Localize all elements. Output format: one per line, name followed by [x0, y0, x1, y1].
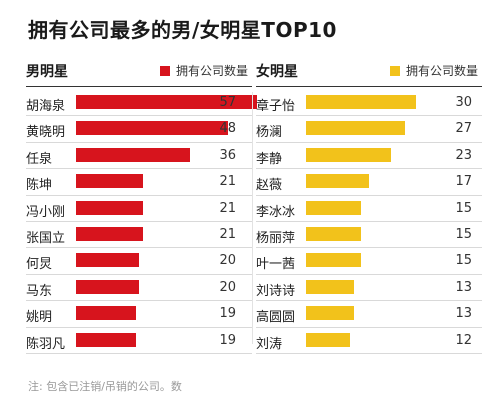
bar-value-label: 13 — [455, 279, 472, 295]
bar — [306, 121, 406, 136]
bar-category-label: 何炅 — [26, 257, 53, 273]
bar-row: 叶一茜 15 — [256, 248, 482, 275]
bar-category-label: 叶一茜 — [256, 257, 296, 273]
bar-row: 陈坤 21 — [26, 169, 252, 196]
bar-value-label: 17 — [455, 174, 472, 190]
bar-category-label: 姚明 — [26, 310, 53, 326]
bar-value-label: 27 — [455, 121, 472, 137]
bar-row: 刘涛 12 — [256, 328, 482, 354]
bar — [76, 226, 143, 241]
male-group-label: 男明星 — [26, 64, 68, 80]
bar-category-label: 杨丽萍 — [256, 230, 296, 246]
bar — [76, 147, 190, 162]
bar-value-label: 57 — [219, 95, 236, 110]
female-legend-label: 拥有公司数量 — [405, 64, 478, 78]
female-legend-swatch — [389, 65, 400, 76]
bar-category-label: 李静 — [256, 151, 283, 167]
female-rows: 章子怡 30 杨澜 27 李静 23 赵薇 17 李冰冰 15 杨丽萍 15 叶一茜 15 刘诗诗 13 高圆圆… — [256, 90, 482, 354]
bar — [306, 226, 362, 241]
bar-value-label: 19 — [219, 332, 236, 348]
bar-row: 陈羽凡 19 — [26, 328, 252, 354]
female-legend: 拥有公司数量 — [389, 62, 478, 79]
bar-category-label: 李冰冰 — [256, 204, 296, 220]
bar — [76, 200, 143, 215]
bar-value-label: 20 — [219, 279, 236, 295]
bar-row: 李冰冰 15 — [256, 196, 482, 222]
bar — [306, 200, 362, 215]
bar-value-label: 15 — [455, 253, 472, 269]
bar-value-label: 21 — [219, 226, 236, 242]
bar — [306, 279, 354, 294]
bar-row: 张国立 21 — [26, 222, 252, 249]
bar-row: 任泉 36 — [26, 143, 252, 170]
bar — [76, 95, 257, 109]
bar — [76, 121, 228, 136]
bar-row: 冯小刚 21 — [26, 196, 252, 222]
bar-value-label: 19 — [219, 306, 236, 322]
bar-value-label: 21 — [219, 200, 236, 216]
bar-row: 杨澜 27 — [256, 116, 482, 143]
bar-value-label: 21 — [219, 174, 236, 190]
bar-category-label: 杨澜 — [256, 125, 283, 141]
bar — [306, 147, 391, 162]
bar-row: 姚明 19 — [26, 301, 252, 328]
bar-category-label: 高圆圆 — [256, 310, 296, 326]
bar-category-label: 赵薇 — [256, 178, 283, 194]
female-header: 女明星 拥有公司数量 — [256, 56, 482, 87]
bar-category-label: 章子怡 — [256, 99, 296, 114]
male-legend-label: 拥有公司数量 — [175, 64, 248, 78]
bar — [306, 95, 417, 109]
bar-category-label: 马东 — [26, 283, 53, 299]
bar-row: 胡海泉 57 — [26, 90, 257, 117]
bar-value-label: 36 — [219, 147, 236, 163]
bar-category-label: 任泉 — [26, 151, 53, 167]
bar-value-label: 15 — [455, 226, 472, 242]
panel-divider — [252, 92, 253, 344]
bar — [76, 332, 137, 347]
bar-row: 章子怡 30 — [256, 90, 482, 117]
bar-value-label: 23 — [455, 147, 472, 163]
bar-row: 李静 23 — [256, 143, 482, 170]
bar-row: 杨丽萍 15 — [256, 222, 482, 249]
bar-value-label: 13 — [455, 306, 472, 322]
female-panel: 女明星 拥有公司数量 章子怡 30 杨澜 27 李静 23 赵薇 17 李冰冰 15 杨丽萍 15 叶一… — [256, 56, 482, 354]
chart-title: 拥有公司最多的男/女明星TOP10 — [28, 18, 337, 42]
bar-value-label: 15 — [455, 200, 472, 216]
bar-row: 赵薇 17 — [256, 169, 482, 196]
bar-category-label: 刘诗诗 — [256, 283, 296, 299]
male-panel: 男明星 拥有公司数量 胡海泉 57 黄晓明 48 任泉 36 陈坤 21 冯小刚 21 张国立 21 何… — [26, 56, 257, 354]
bar-row: 高圆圆 13 — [256, 301, 482, 328]
bar-category-label: 刘涛 — [256, 336, 283, 352]
bar — [76, 306, 137, 321]
male-legend-swatch — [159, 65, 170, 76]
bar-category-label: 张国立 — [26, 230, 66, 246]
bar-category-label: 黄晓明 — [26, 125, 66, 141]
male-rows: 胡海泉 57 黄晓明 48 任泉 36 陈坤 21 冯小刚 21 张国立 21 何炅 20 马东 20 姚明 19… — [26, 90, 257, 354]
bar — [306, 174, 369, 189]
bar-category-label: 陈羽凡 — [26, 336, 66, 352]
bar-value-label: 48 — [219, 121, 236, 137]
male-header: 男明星 拥有公司数量 — [26, 56, 252, 87]
bar — [76, 279, 140, 294]
bar — [306, 332, 351, 347]
bar-value-label: 12 — [455, 332, 472, 348]
bar-value-label: 20 — [219, 253, 236, 269]
bar-row: 黄晓明 48 — [26, 116, 252, 143]
female-group-label: 女明星 — [256, 64, 298, 80]
bar — [76, 253, 140, 268]
bar — [76, 174, 143, 189]
bar — [306, 306, 354, 321]
bar-value-label: 30 — [455, 95, 472, 110]
bar — [306, 253, 362, 268]
bar-row: 马东 20 — [26, 275, 252, 302]
bar-category-label: 胡海泉 — [26, 99, 66, 114]
male-legend: 拥有公司数量 — [159, 62, 248, 79]
bar-row: 刘诗诗 13 — [256, 275, 482, 302]
footnote: 注: 包含已注销/吊销的公司。数 — [28, 380, 182, 393]
bar-category-label: 冯小刚 — [26, 204, 66, 220]
bar-category-label: 陈坤 — [26, 178, 53, 194]
bar-row: 何炅 20 — [26, 248, 252, 275]
